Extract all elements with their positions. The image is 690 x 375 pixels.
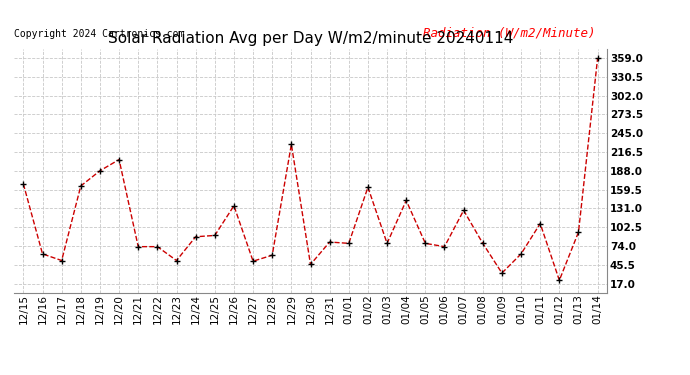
Title: Solar Radiation Avg per Day W/m2/minute 20240114: Solar Radiation Avg per Day W/m2/minute … (108, 31, 513, 46)
Text: Copyright 2024 Cartronics.com: Copyright 2024 Cartronics.com (14, 29, 184, 39)
Text: Radiation (W/m2/Minute): Radiation (W/m2/Minute) (423, 26, 595, 39)
